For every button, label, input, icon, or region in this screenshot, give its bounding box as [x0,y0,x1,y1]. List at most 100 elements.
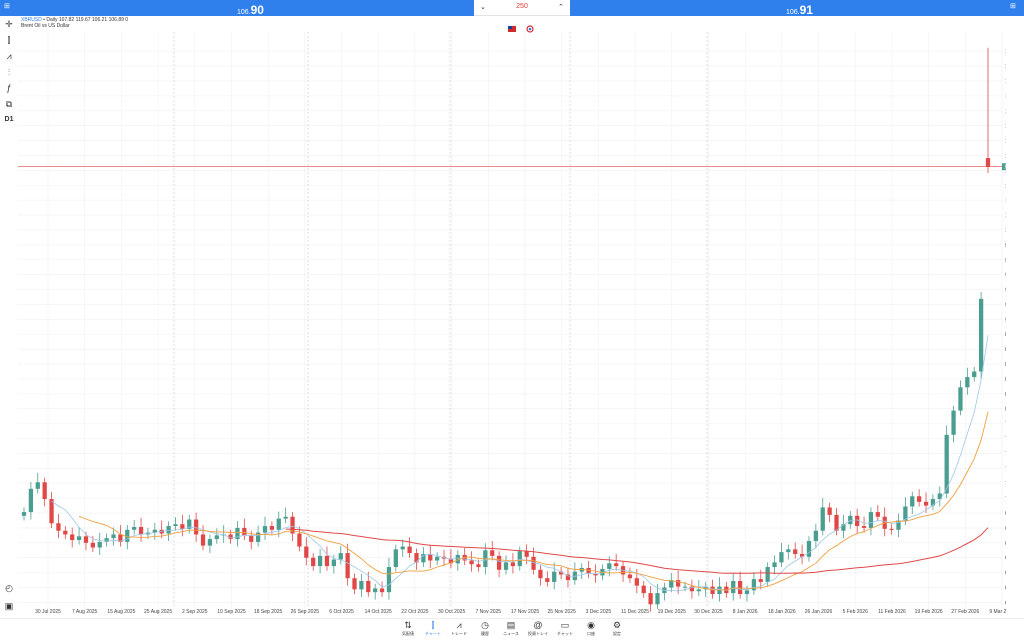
nav-account[interactable]: ◉ 口座 [576,620,606,637]
candle-body [903,506,908,521]
time-axis-label: 18 Sep 2025 [254,609,283,614]
time-axis-label: 19 Dec 2025 [658,609,687,614]
candles-icon[interactable]: ⫿ [7,35,11,45]
candle-body [373,588,378,593]
candle-body [655,593,660,605]
candle-body [352,578,357,590]
history-icon[interactable]: ◴ [5,583,13,593]
candle-body [49,499,54,524]
crosshair-icon[interactable]: ✛ [5,19,13,29]
time-axis-label: 2 Sep 2025 [182,609,208,614]
candle-body [923,501,929,506]
layout-icon[interactable]: ▣ [4,601,14,611]
price-chart[interactable]: 119.30 117.70 116.10 114.50 112.90 111.30 109.… [18,16,1006,614]
candle-body [249,535,254,542]
buy-button[interactable]: ⊞ 106.91 [570,0,1024,17]
current-price-label: 106.89 [1004,165,1006,171]
chevron-down-icon[interactable]: ⌄ [480,4,486,11]
symbol-description: Brent Oil vs US Dollar [21,23,70,29]
candle-body [421,553,426,563]
chevron-up-icon[interactable]: ⌃ [558,4,564,11]
volume-value[interactable]: 250 [516,3,528,10]
price-axis-label: 68.10 [1005,526,1006,532]
time-axis-label: 11 Feb 2026 [878,609,906,614]
bottom-nav: ⇅ 気配値 ⫿ チャート ⩘ トレード ◷ 履歴 ▤ ニュース @ 投資トレイ ▭ チャット … [0,618,1024,640]
candle-body [669,580,674,588]
nav-trade[interactable]: ⩘ トレード [444,620,474,637]
timeframe-button[interactable]: D1 [4,116,14,123]
candle-body [200,534,206,546]
time-axis-label: 7 Aug 2025 [72,609,98,614]
candle-body [510,562,516,567]
candle-body [83,536,89,543]
symbol-timeframe: Daily [46,17,58,23]
chart-icon: ⫿ [431,620,435,630]
templates-icon[interactable]: ⧉ [5,99,13,109]
time-axis-label: 9 Mar 2026 [989,609,1006,614]
price-axis-label: 112.90 [1005,109,1006,115]
candle-body [194,519,199,535]
candle-body [985,158,991,167]
candle-body [255,532,261,542]
time-axis-label: 14 Oct 2025 [365,609,392,614]
candle-body [806,540,812,557]
candle-body [855,515,860,527]
candle-body [696,589,701,592]
candle-body [917,496,922,502]
left-toolbar: ✛ ⫿ ⩘ ⫶ ƒ ⧉ D1 ◴ ▣ [0,16,18,616]
candle-body [593,573,598,576]
nav-settings[interactable]: ⚙ 設定 [602,620,632,637]
candle-body [317,555,323,567]
candle-body [834,514,839,531]
candle-body [366,580,371,593]
candle-body [386,567,392,593]
candle-body [944,434,949,494]
function-icon[interactable]: ƒ [6,83,12,93]
time-axis-label: 15 Aug 2025 [107,609,135,614]
sell-button[interactable]: ⊞ 106.90 [0,0,474,17]
price-axis-label: 95.30 [1005,273,1006,279]
candle-body [21,512,27,516]
news-icon: ▤ [506,620,516,630]
price-axis-label: 87.30 [1005,347,1006,353]
time-axis-label: 3 Dec 2025 [586,609,612,614]
candle-body [503,562,509,570]
time-axis-label: 5 Feb 2026 [843,609,869,614]
candle-body [779,552,784,563]
candle-body [338,553,343,560]
candle-body [476,564,481,568]
price-axis-label: 104.90 [1005,183,1006,189]
trade-bar: ⊞ 106.90 ⌄ 250 ⌃ ⊞ 106.91 [0,0,1024,17]
nav-news[interactable]: ▤ ニュース [496,620,526,637]
price-axis-label: 60.10 [1005,600,1006,606]
candle-body [159,529,164,534]
time-axis-label: 7 Nov 2025 [476,609,502,614]
buy-corner-icon: ⊞ [1010,3,1016,10]
flag-icons[interactable] [508,25,538,33]
candle-body [786,549,791,553]
candle-body [414,553,419,563]
candle-body [28,488,34,513]
nav-chat[interactable]: ▭ チャット [550,620,580,637]
symbol-name: XBRUSD [21,17,42,23]
nav-quotes[interactable]: ⇅ 気配値 [393,620,423,637]
nav-social[interactable]: @ 投資トレイ [523,620,553,637]
candle-body [490,550,495,556]
time-axis-label: 25 Nov 2025 [548,609,577,614]
indicators-icon[interactable]: ⩘ [6,51,12,61]
candle-body [283,516,288,519]
objects-icon[interactable]: ⫶ [7,67,11,77]
candle-body [269,526,275,530]
candle-body [978,298,984,372]
candle-body [641,585,646,594]
candle-body [799,553,805,557]
time-axis-label: 27 Feb 2026 [951,609,979,614]
nav-chart[interactable]: ⫿ チャート [418,620,448,637]
candle-body [737,580,743,595]
time-axis-label: 18 Jan 2026 [768,609,796,614]
candle-body [841,524,846,531]
sell-corner-icon: ⊞ [4,3,10,10]
candle-body [455,554,460,564]
time-axis-label: 25 Aug 2025 [144,609,172,614]
nav-history[interactable]: ◷ 履歴 [470,620,500,637]
